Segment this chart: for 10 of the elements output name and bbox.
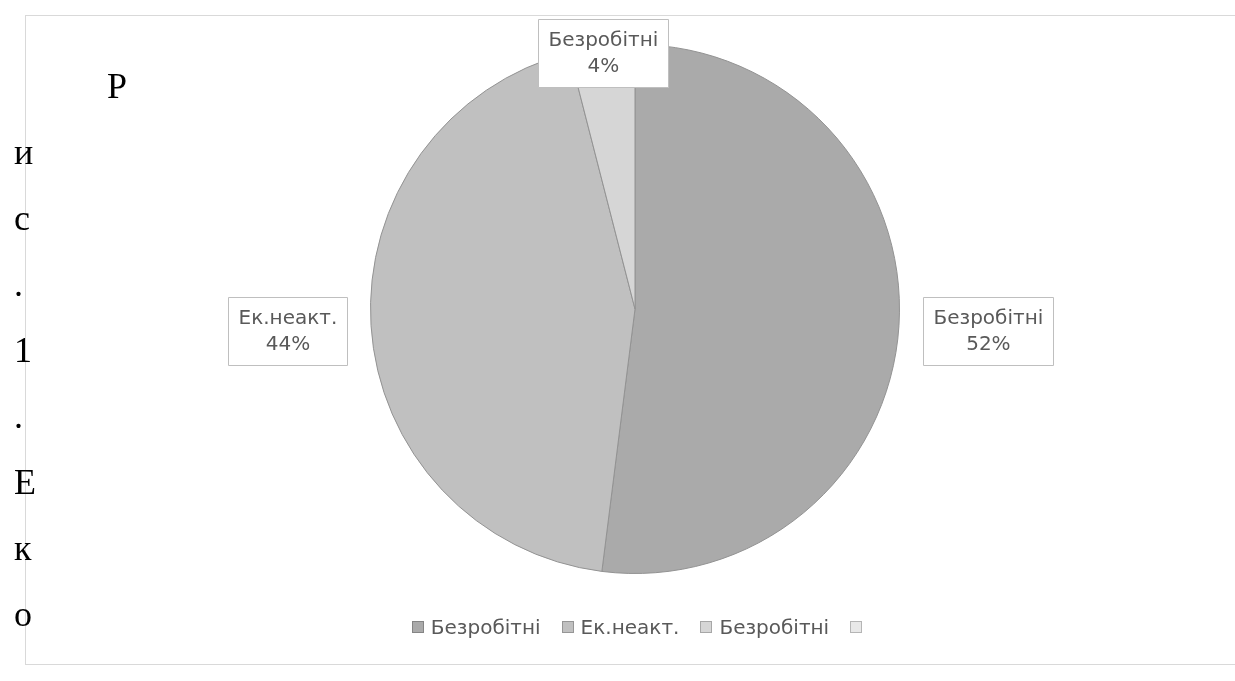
slice-label: Безробітні (933, 304, 1044, 329)
text: Рис. 1. Еко (14, 66, 128, 634)
legend-label: Безробітні (430, 614, 541, 640)
legend-label: Ек.неакт. (580, 614, 680, 640)
data-label: 52% (966, 330, 1011, 355)
slice-label: Безробітні (548, 26, 659, 51)
data-label: 4% (587, 52, 620, 77)
data-label: 44% (265, 330, 311, 355)
slice-label: Ек.неакт. (238, 304, 338, 329)
legend-label: Безробітні (719, 614, 830, 640)
